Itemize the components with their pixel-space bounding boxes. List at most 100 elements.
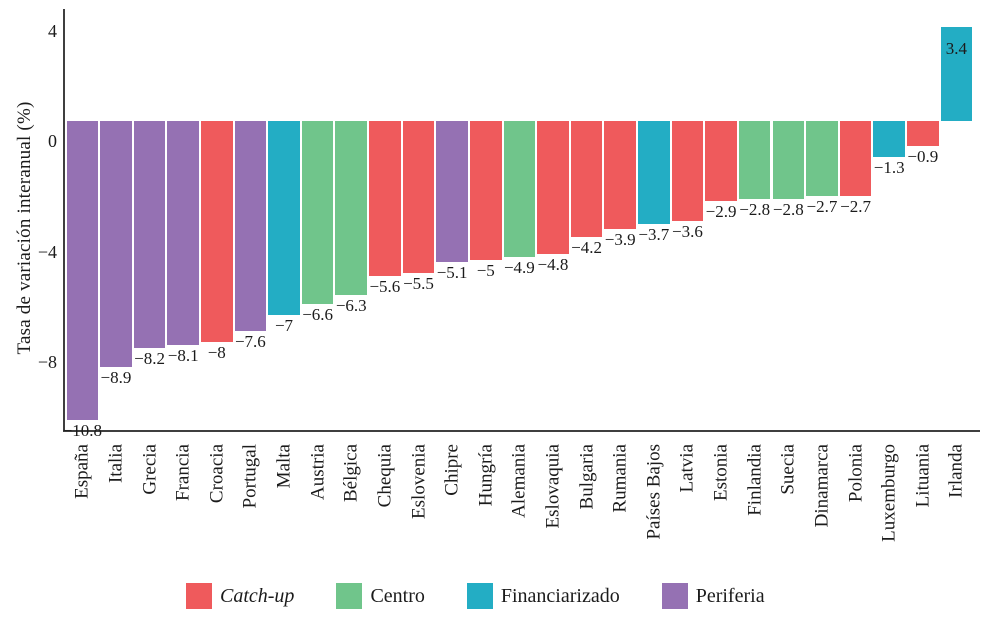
x-axis-label: España xyxy=(71,444,93,499)
bar-value-label: −2.8 xyxy=(739,199,771,219)
bar xyxy=(772,121,805,199)
x-axis-label: Polonia xyxy=(845,444,867,503)
legend-swatch xyxy=(466,583,493,609)
legend-item: Catch-up xyxy=(186,583,294,609)
x-axis-label: Dinamarca xyxy=(811,444,833,528)
bar xyxy=(907,121,939,147)
x-axis-label: Italia xyxy=(105,444,127,484)
x-axis-label: Finlandia xyxy=(744,444,766,516)
bar-value-label: −8.1 xyxy=(167,346,199,366)
bar xyxy=(268,121,300,315)
bar-value-label: −6.6 xyxy=(302,304,334,324)
bar xyxy=(335,121,368,296)
x-axis-label: Eslovenia xyxy=(408,444,429,519)
bar-value-label: 3.4 xyxy=(945,39,968,59)
x-axis-label: Rumania xyxy=(609,444,631,513)
x-axis-label: Bélgica xyxy=(340,444,362,503)
legend-label: Centro xyxy=(370,585,425,607)
bar-value-label: −8.2 xyxy=(134,348,165,368)
x-axis-label: Hungría xyxy=(475,444,497,507)
bar xyxy=(66,121,99,420)
x-axis-label: Latvia xyxy=(676,444,698,493)
y-tick-label: 4 xyxy=(48,20,57,41)
x-axis-label: Suecia xyxy=(777,444,799,495)
bar xyxy=(133,121,166,348)
bar-value-label: −6.3 xyxy=(335,296,367,316)
x-axis-label: Grecia xyxy=(139,444,161,495)
bar xyxy=(638,121,670,224)
bar-value-label: −2.7 xyxy=(840,196,871,216)
bar-value-label: −3.7 xyxy=(638,224,670,244)
x-axis-label: Eslovaquia xyxy=(542,444,564,529)
x-axis-label: Croacia xyxy=(206,444,228,504)
x-axis-label: Estonia xyxy=(710,444,732,501)
legend-item: Centro xyxy=(336,583,425,609)
bar-value-label: −4.9 xyxy=(503,257,535,277)
bar-value-label: −0.9 xyxy=(907,147,939,167)
legend-item: Periferia xyxy=(661,583,765,609)
bar xyxy=(839,121,872,196)
bar xyxy=(402,121,435,274)
x-axis-label: Francia xyxy=(172,444,194,501)
bar-value-label: −2.9 xyxy=(705,202,737,222)
bar xyxy=(940,27,973,122)
legend-swatch xyxy=(186,583,212,609)
bar-value-label: −2.8 xyxy=(772,199,804,219)
legend-item: Financiarizado xyxy=(466,583,620,609)
bar xyxy=(200,121,233,343)
x-axis-label: Irlanda xyxy=(945,444,967,498)
bar-value-label: −8 xyxy=(207,343,226,363)
bar xyxy=(570,121,603,238)
x-axis-label: Lituania xyxy=(912,444,934,508)
bar-value-label: −5 xyxy=(476,260,495,280)
y-tick-label: 0 xyxy=(48,131,57,151)
bar-value-label: −5.5 xyxy=(403,274,434,294)
bar-value-label: −1.3 xyxy=(873,158,905,178)
bar xyxy=(738,121,771,199)
bar-value-label: −3.6 xyxy=(672,221,703,241)
legend-swatch xyxy=(661,583,688,609)
x-axis-label: Chipre xyxy=(441,444,463,496)
bar xyxy=(234,121,267,332)
legend-swatch xyxy=(336,583,363,609)
bar xyxy=(537,121,569,254)
bar-value-label: −7 xyxy=(274,315,294,335)
bar-value-label: −7.6 xyxy=(234,332,266,352)
bar xyxy=(167,121,199,346)
legend-label: Periferia xyxy=(695,585,765,607)
bar-value-label: −10.8 xyxy=(62,420,102,440)
bar xyxy=(369,121,401,277)
bar xyxy=(503,121,536,257)
bar-value-label: −4.8 xyxy=(537,254,569,274)
x-axis-label: Austria xyxy=(307,444,329,500)
bar xyxy=(301,121,334,304)
x-axis-label: Luxemburgo xyxy=(878,444,900,542)
x-axis-label: Malta xyxy=(273,444,295,489)
bar-value-label: −5.6 xyxy=(369,277,401,297)
x-axis-label: Bulgaria xyxy=(576,444,598,510)
bar xyxy=(705,121,737,202)
bar xyxy=(873,121,905,158)
legend-label: Financiarizado xyxy=(500,585,620,607)
x-axis-label: Chequia xyxy=(374,444,396,508)
x-axis-label: Países Bajos xyxy=(643,444,665,540)
y-tick-label: −8 xyxy=(37,352,57,372)
bar-value-label: −2.7 xyxy=(806,196,838,216)
bar-value-label: −4.2 xyxy=(571,238,603,258)
x-axis-label: Portugal xyxy=(239,444,261,509)
x-axis-line xyxy=(63,430,980,432)
bar xyxy=(436,121,468,263)
bar xyxy=(604,121,636,230)
legend-label: Catch-up xyxy=(220,585,295,607)
y-axis-line xyxy=(63,9,65,432)
bar xyxy=(671,121,704,221)
y-tick-label: −4 xyxy=(37,241,57,262)
x-axis-label: Alemania xyxy=(508,444,530,518)
bar xyxy=(100,121,132,368)
bar xyxy=(469,121,502,260)
bar xyxy=(806,121,838,196)
bar-value-label: −3.9 xyxy=(604,230,636,250)
bar-value-label: −8.9 xyxy=(100,368,132,388)
bar-value-label: −5.1 xyxy=(436,263,468,283)
